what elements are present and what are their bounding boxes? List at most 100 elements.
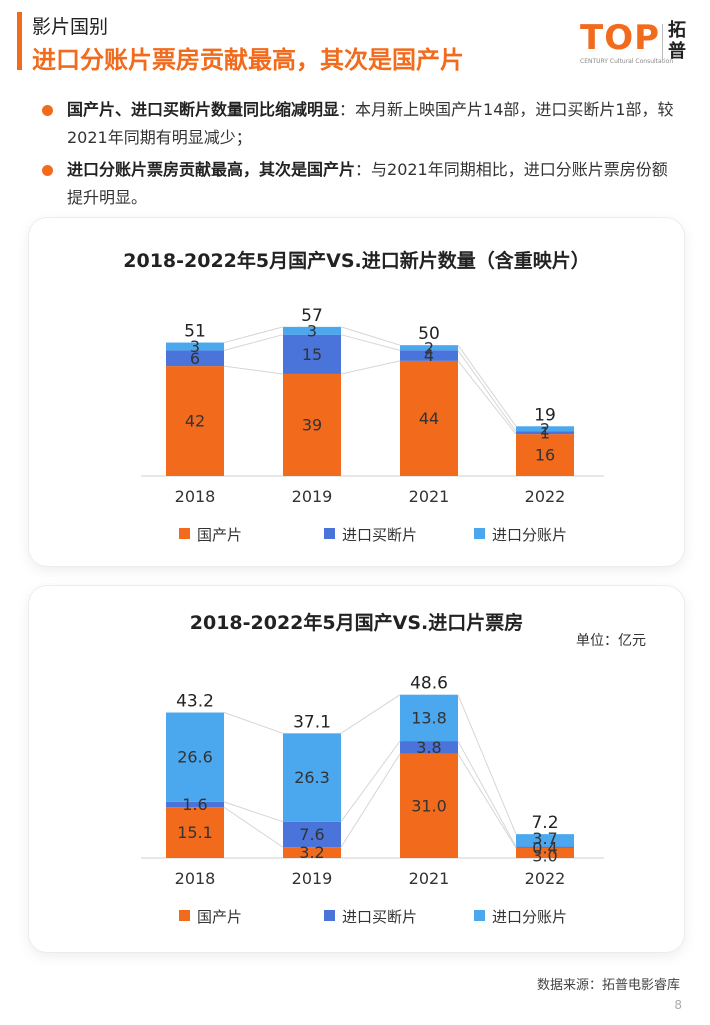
x-tick-label: 2018 [175,869,216,888]
bar-value-label: 2 [424,338,434,357]
connector-line [457,350,517,432]
bar-segment-buyout [400,350,458,361]
bar-value-label: 15 [302,345,322,364]
bar-value-label: 44 [419,409,439,428]
box-office-chart: 15.1 1.6 26.6 43.2 2018 3.27.6 26.3 37.1 2019 31.… [141,674,604,926]
bar-segment-domestic [283,373,341,476]
legend-swatch [474,528,485,539]
chart-card-film-count: 2018-2022年5月国产VS.进口新片数量（含重映片） 42 6 3 51 2018… [29,218,684,566]
connector-line [223,801,284,823]
legend-label: 进口分账片 [492,908,567,926]
connector-line [340,326,401,346]
bullet-text: ：本月新上映国产片14部，进口买断片1部，较2021年同期有明显减少； [67,100,674,147]
bar-total-label: 48.6 [410,674,448,694]
bar-segment-domestic [516,847,574,858]
bar-value-label: 7.6 [299,825,324,844]
bar-segment-revshare [400,694,458,742]
unit-label: 单位：亿元 [576,633,646,649]
x-tick-label: 2021 [409,487,450,506]
bar-segment-buyout [516,431,574,435]
legend-swatch [179,528,190,539]
bar-total-label: 51 [184,322,206,342]
bar-value-label: 39 [302,415,322,434]
bar-value-label: 3 [190,337,200,356]
bar-segment-revshare [283,733,341,822]
chart-card-box-office: 2018-2022年5月国产VS.进口片票房 单位：亿元 15.1 1.6 26.6… [29,586,684,952]
page-headline: 进口分账片票房贡献最高，其次是国产片 [32,46,464,74]
bullet-lead: 进口分账片票房贡献最高，其次是国产片 [67,160,356,179]
connector-line [457,344,517,427]
bar-value-label: 31.0 [411,796,447,815]
bar-segment-revshare [283,326,341,335]
connector-line [457,740,517,847]
legend-label: 进口买断片 [342,526,417,544]
bar-total-label: 43.2 [176,692,214,712]
bullet-text: ：与2021年同期相比，进口分账片票房份额提升明显。 [67,160,668,207]
bar-total-label: 7.2 [531,813,558,833]
bar-segment-revshare [400,345,458,351]
page-number: 8 [674,998,682,1012]
logo-wordmark: TOP [580,18,661,58]
bar-value-label: 4 [424,346,434,365]
bar-value-label: 26.6 [177,748,213,767]
bar-segment-buyout [166,801,224,808]
bullet-dot-icon [42,165,53,176]
bar-segment-domestic [516,434,574,476]
bar-total-label: 37.1 [293,712,331,732]
bar-total-label: 50 [418,324,440,344]
bar-segment-revshare [166,342,224,351]
logo-subtitle: CENTURY Cultural Consultation [580,58,674,65]
bar-segment-domestic [400,360,458,476]
connector-line [340,740,401,823]
bar-value-label: 3 [307,321,317,340]
bar-value-label: 3.2 [299,843,324,862]
bar-segment-buyout [400,741,458,754]
bar-value-label: 26.3 [294,768,330,787]
x-tick-label: 2019 [292,487,333,506]
logo-chinese: 拓普 [668,20,686,62]
connector-line [340,694,401,734]
bar-segment-domestic [166,807,224,858]
bar-segment-domestic [283,847,341,858]
legend-label: 国产片 [197,908,242,926]
connector-line [223,712,284,734]
bar-value-label: 16 [535,446,555,465]
brand-logo: TOP CENTURY Cultural Consultation 拓普 [580,18,690,70]
bar-value-label: 3.0 [532,846,557,865]
connector-line [457,753,517,849]
bar-value-label: 3.7 [532,829,557,848]
bar-value-label: 1 [540,423,550,442]
x-tick-label: 2018 [175,487,216,506]
connector-line [223,365,284,375]
connector-line [223,806,284,848]
connector-line [340,360,401,375]
chart-title: 2018-2022年5月国产VS.进口片票房 [189,612,524,634]
legend-label: 进口买断片 [342,908,417,926]
bar-total-label: 57 [301,306,323,326]
x-tick-label: 2022 [525,487,566,506]
summary-bullets: 国产片、进口买断片数量同比缩减明显：本月新上映国产片14部，进口买断片1部，较2… [42,96,682,216]
bar-value-label: 42 [185,412,205,431]
bar-value-label: 6 [190,349,200,368]
bullet-item: 国产片、进口买断片数量同比缩减明显：本月新上映国产片14部，进口买断片1部，较2… [42,96,682,152]
connector-line [340,753,401,848]
section-label: 影片国别 [32,16,109,38]
connector-line [223,334,284,351]
bar-value-label: 15.1 [177,823,213,842]
bar-segment-buyout [516,846,574,848]
legend-swatch [324,528,335,539]
bar-total-label: 19 [534,405,556,425]
legend-swatch [474,910,485,921]
connector-line [340,334,401,351]
legend-label: 进口分账片 [492,526,567,544]
bar-segment-revshare [516,426,574,432]
bullet-item: 进口分账片票房贡献最高，其次是国产片：与2021年同期相比，进口分账片票房份额提… [42,156,682,212]
bar-value-label: 2 [540,419,550,438]
section-accent-bar [17,12,22,70]
connector-line [457,694,517,835]
film-count-chart: 4263512018391535720194442502021161219202… [141,306,604,544]
bar-segment-buyout [283,334,341,374]
logo-divider [662,24,663,60]
chart-title: 2018-2022年5月国产VS.进口新片数量（含重映片） [123,250,590,272]
bar-segment-domestic [400,753,458,858]
